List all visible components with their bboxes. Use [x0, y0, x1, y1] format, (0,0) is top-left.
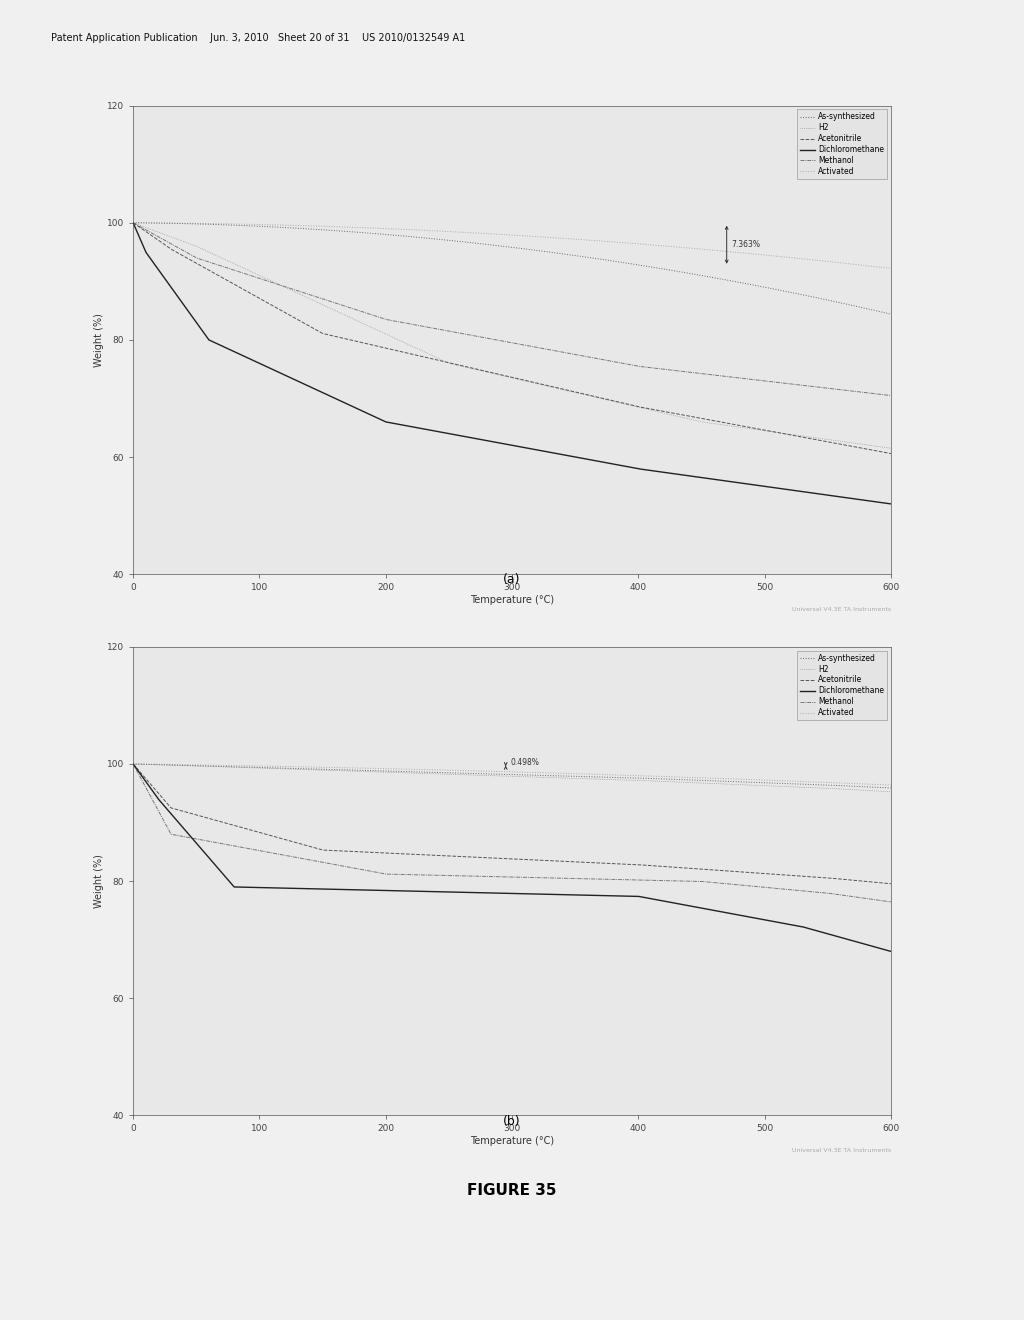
- Legend: As-synthesized, H2, Acetonitrile, Dichloromethane, Methanol, Activated: As-synthesized, H2, Acetonitrile, Dichlo…: [797, 651, 887, 721]
- Y-axis label: Weight (%): Weight (%): [94, 854, 104, 908]
- Text: (b): (b): [503, 1114, 521, 1127]
- Text: 0.498%: 0.498%: [511, 758, 540, 767]
- Text: Universal V4.3E TA Instruments: Universal V4.3E TA Instruments: [792, 1148, 891, 1154]
- X-axis label: Temperature (°C): Temperature (°C): [470, 1137, 554, 1146]
- Text: FIGURE 35: FIGURE 35: [467, 1183, 557, 1197]
- Text: Patent Application Publication    Jun. 3, 2010   Sheet 20 of 31    US 2010/01325: Patent Application Publication Jun. 3, 2…: [51, 33, 466, 44]
- Text: (a): (a): [503, 573, 521, 586]
- Text: Universal V4.3E TA Instruments: Universal V4.3E TA Instruments: [792, 607, 891, 612]
- Text: 7.363%: 7.363%: [732, 240, 761, 249]
- X-axis label: Temperature (°C): Temperature (°C): [470, 595, 554, 605]
- Y-axis label: Weight (%): Weight (%): [94, 313, 104, 367]
- Legend: As-synthesized, H2, Acetonitrile, Dichloromethane, Methanol, Activated: As-synthesized, H2, Acetonitrile, Dichlo…: [797, 110, 887, 180]
